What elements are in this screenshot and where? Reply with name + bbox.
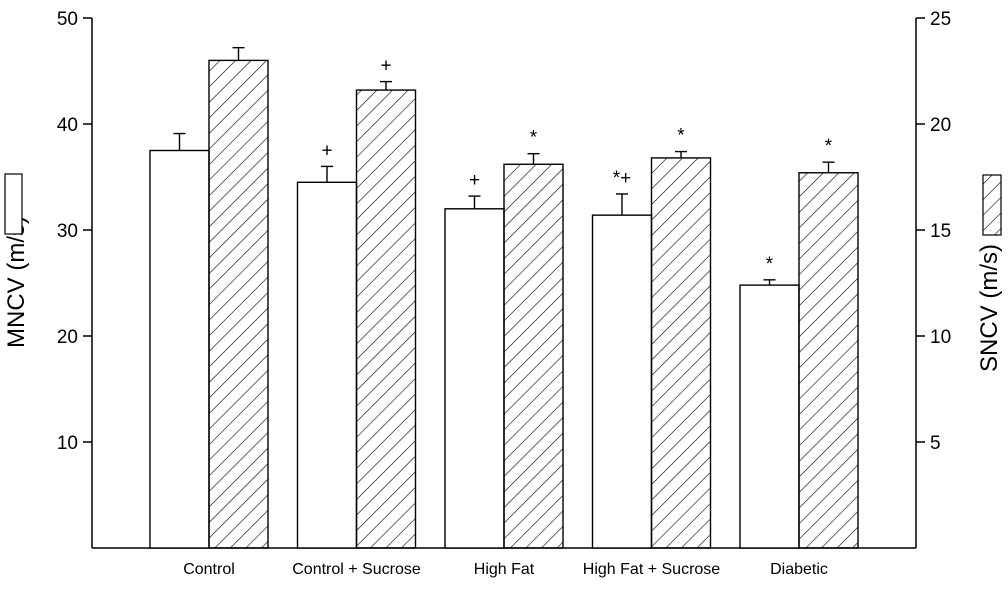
- left-tick-label: 50: [57, 9, 78, 30]
- bar-sncv: [355, 89, 417, 549]
- category-label: High Fat: [474, 561, 535, 578]
- plot-area: 10 20 30 40 50 5 10 15 20 25 Control + + Control + Su…: [57, 9, 951, 578]
- significance-mark: *: [677, 126, 685, 147]
- bar-mncv: [444, 208, 505, 549]
- significance-mark: *: [530, 128, 538, 149]
- bar-sncv: [798, 172, 859, 549]
- left-tick-label: 10: [57, 433, 78, 454]
- right-tick-label: 10: [930, 327, 951, 348]
- right-tick-label: 25: [930, 9, 951, 30]
- left-tick-label: 40: [57, 115, 78, 136]
- legend-hatched-swatch: [982, 174, 1002, 236]
- significance-mark: +: [380, 56, 391, 77]
- right-tick-label: 5: [930, 433, 941, 454]
- category-label: Control + Sucrose: [292, 561, 421, 578]
- left-tick-label: 20: [57, 327, 78, 348]
- significance-mark: +: [321, 140, 332, 161]
- significance-mark: *+: [613, 168, 632, 189]
- left-axis-title: MNCV (m/s): [3, 216, 30, 348]
- category-label: Diabetic: [770, 561, 828, 578]
- bar-mncv: [739, 284, 800, 549]
- bar-mncv: [591, 214, 653, 549]
- bar-sncv: [650, 157, 712, 549]
- category-label: High Fat + Sucrose: [583, 561, 721, 578]
- right-tick-label: 15: [930, 221, 951, 242]
- bar-mncv: [296, 181, 358, 549]
- significance-mark: *: [825, 136, 833, 157]
- bar-sncv: [503, 163, 564, 549]
- bar-mncv: [149, 149, 210, 549]
- category-label: Control: [183, 561, 235, 578]
- left-tick-label: 30: [57, 221, 78, 242]
- significance-mark: +: [469, 170, 480, 191]
- right-axis-title: SNCV (m/s): [976, 244, 1003, 372]
- significance-mark: *: [766, 254, 774, 275]
- bar-sncv: [208, 59, 269, 549]
- right-tick-label: 20: [930, 115, 951, 136]
- legend-open-swatch: [4, 173, 23, 235]
